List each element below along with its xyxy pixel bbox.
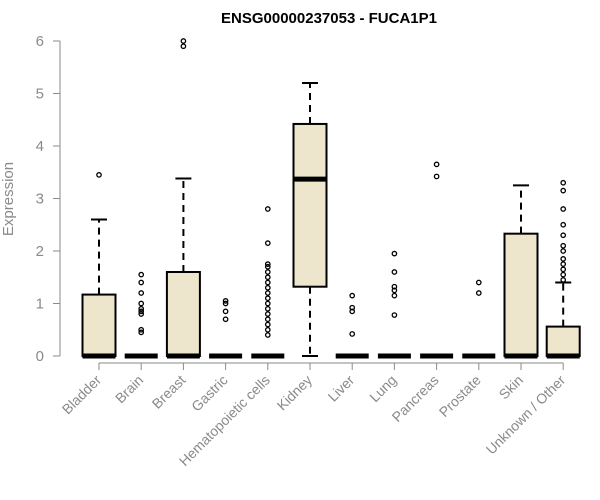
iqr-box: [81, 293, 117, 358]
box-group: [124, 271, 158, 359]
outlier-point: [560, 256, 567, 262]
outlier-point: [560, 187, 567, 194]
x-tick-label: Kidney: [274, 372, 316, 414]
outlier-point: [264, 316, 271, 323]
outlier-point: [391, 287, 398, 294]
outlier-point: [560, 248, 567, 254]
outlier-point: [264, 295, 271, 302]
outlier-point: [391, 292, 398, 299]
x-tick-label: Brain: [112, 372, 146, 406]
x-tick-label: Liver: [325, 372, 358, 405]
outlier-point: [391, 283, 398, 290]
outlier-point: [264, 263, 271, 270]
outlier-point: [222, 298, 229, 304]
box-group: [545, 179, 581, 359]
box-group: [209, 298, 243, 359]
iqr-box: [292, 122, 328, 288]
outlier-point: [349, 331, 356, 337]
outlier-point: [222, 316, 229, 323]
outlier-point: [264, 261, 271, 267]
outlier-point: [560, 271, 567, 278]
box-group: [503, 184, 539, 359]
outlier-point: [560, 277, 567, 283]
outlier-point: [138, 279, 145, 286]
box-group: [251, 206, 285, 359]
outlier-point: [138, 311, 145, 317]
outlier-point: [475, 279, 482, 286]
outlier-point: [560, 266, 567, 273]
outlier-point: [138, 329, 145, 336]
outlier-point: [264, 326, 271, 333]
box-group: [81, 172, 117, 359]
outlier-point: [391, 269, 398, 275]
outlier-point: [264, 290, 271, 296]
y-tick-label: 1: [36, 296, 44, 313]
outlier-point: [264, 279, 271, 286]
x-tick-label: Prostate: [436, 372, 484, 420]
outlier-point: [264, 300, 271, 307]
outlier-point: [180, 43, 187, 50]
y-axis-label: Expression: [0, 162, 17, 236]
outlier-point: [138, 326, 145, 333]
iqr-box: [503, 232, 539, 357]
outlier-point: [433, 173, 440, 180]
outlier-point: [349, 304, 356, 311]
outlier-point: [96, 172, 102, 178]
iqr-box: [165, 271, 201, 357]
outlier-point: [349, 292, 356, 299]
x-tick-label: Pancreas: [389, 372, 442, 425]
outlier-point: [222, 308, 229, 315]
outlier-point: [138, 300, 145, 307]
y-tick-label: 0: [36, 348, 44, 365]
outlier-point: [349, 308, 356, 315]
x-tick-label: Breast: [149, 372, 189, 412]
box-group: [165, 38, 201, 359]
outlier-point: [222, 300, 229, 307]
outlier-point: [264, 269, 271, 275]
y-axis: 0 1 2 3 4 5 6: [36, 33, 61, 365]
outlier-point: [391, 250, 398, 257]
outlier-point: [138, 305, 145, 312]
outlier-point: [433, 161, 440, 168]
x-tick-label: Bladder: [59, 372, 105, 418]
outlier-point: [560, 232, 567, 239]
outlier-point: [264, 332, 271, 338]
outlier-point: [138, 308, 145, 315]
x-tick-label: Skin: [496, 372, 527, 403]
outlier-point: [264, 240, 271, 246]
box-group: [420, 161, 454, 359]
outlier-point: [391, 312, 398, 318]
x-tick-label: Unknown / Other: [483, 372, 569, 458]
outlier-point: [180, 38, 187, 44]
iqr-box: [545, 325, 581, 358]
outlier-point: [264, 311, 271, 317]
boxes-layer: [81, 38, 581, 359]
y-tick-label: 5: [36, 86, 44, 103]
outlier-point: [560, 206, 567, 212]
chart-title: ENSG00000237053 - FUCA1P1: [221, 10, 437, 27]
box-group: [377, 250, 411, 359]
y-tick-label: 4: [36, 138, 44, 155]
outlier-point: [560, 242, 567, 249]
y-tick-label: 2: [36, 243, 44, 260]
x-tick-label: Lung: [366, 372, 399, 405]
outlier-point: [138, 290, 145, 296]
outlier-point: [264, 274, 271, 281]
outlier-point: [264, 321, 271, 328]
box-group: [335, 292, 369, 359]
box-group: [292, 82, 328, 357]
y-tick-label: 3: [36, 191, 44, 208]
outlier-point: [264, 206, 271, 212]
outlier-point: [264, 305, 271, 312]
outlier-point: [475, 290, 482, 296]
outlier-point: [560, 261, 567, 267]
outlier-point: [138, 271, 145, 278]
y-tick-label: 6: [36, 33, 44, 50]
outlier-point: [264, 284, 271, 291]
outlier-point: [560, 221, 567, 228]
outlier-point: [560, 179, 567, 186]
box-group: [462, 279, 496, 359]
